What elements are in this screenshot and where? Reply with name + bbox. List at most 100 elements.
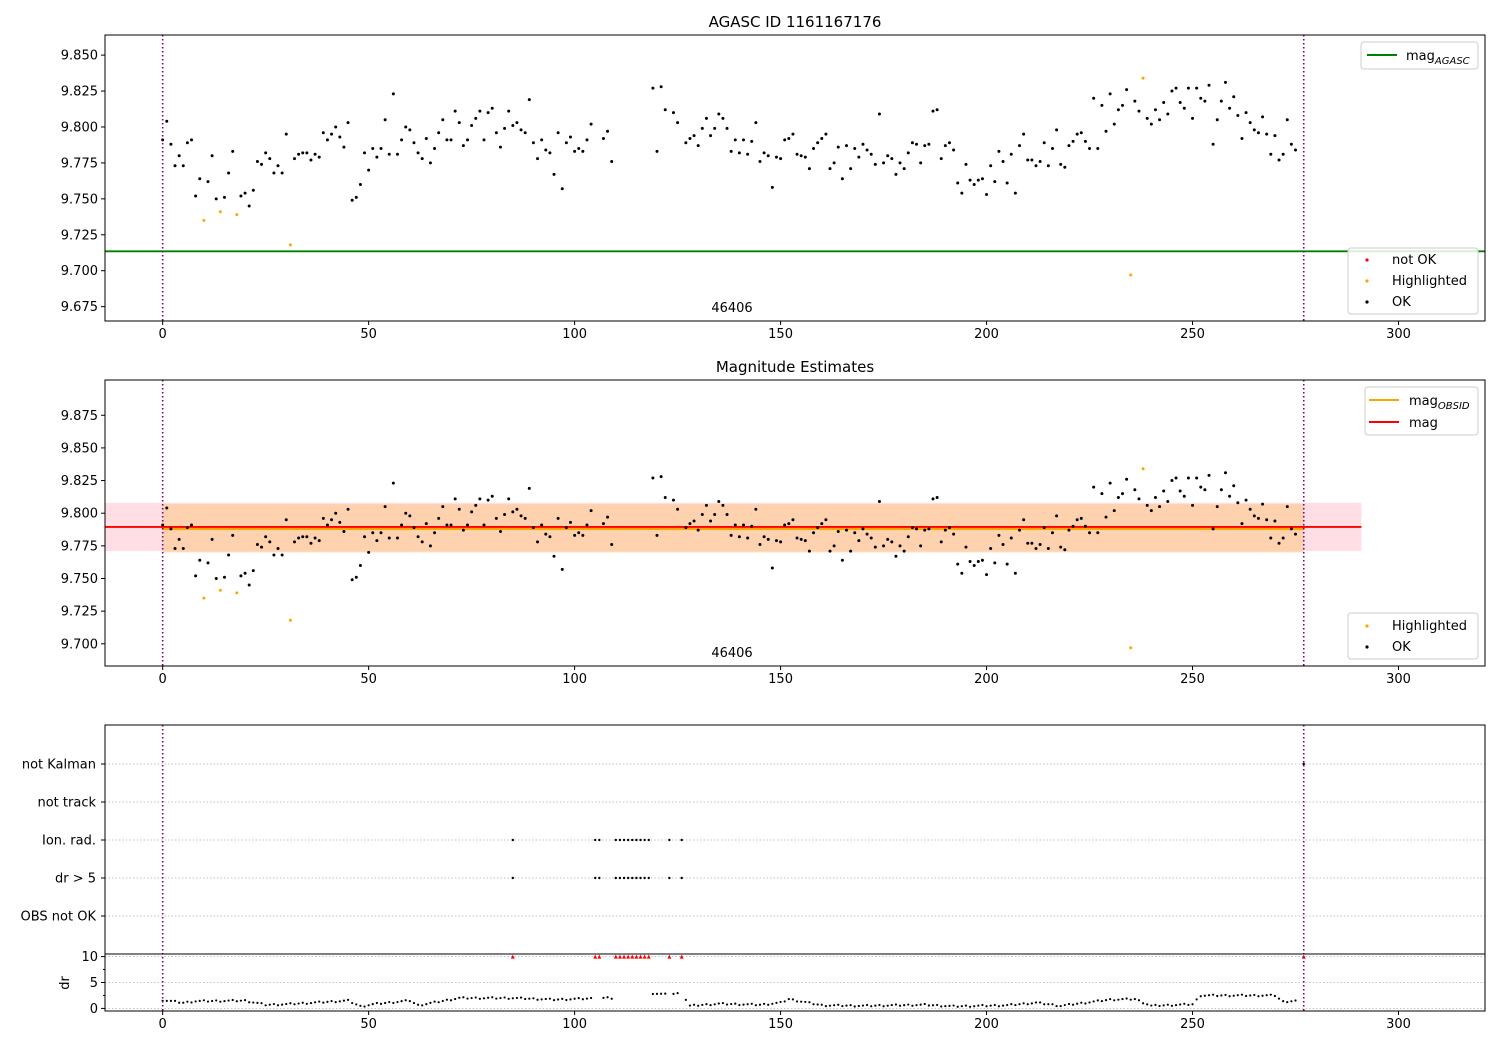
dr-clipped-marker [1301, 954, 1306, 959]
ok-point [1083, 524, 1087, 528]
dr-clipped-marker [679, 954, 684, 959]
flag-point [1302, 762, 1305, 766]
ok-point [721, 116, 725, 120]
ok-point [190, 523, 194, 527]
dr-point [169, 999, 173, 1002]
ok-point [165, 506, 169, 510]
dr-point [1092, 1000, 1095, 1003]
ok-point [758, 159, 762, 163]
ok-point [1153, 108, 1157, 112]
dr-point [301, 1001, 304, 1004]
legend-not-ok-label: not OK [1392, 253, 1437, 268]
ok-point [671, 111, 675, 115]
dr-point [746, 1003, 749, 1006]
y-tick-label: 10 [81, 950, 98, 965]
dr-point [664, 992, 667, 995]
dr-point [709, 1004, 712, 1007]
ok-point [367, 550, 371, 554]
dr-point [1187, 1003, 1190, 1007]
dr-point [363, 1005, 366, 1008]
ok-point [733, 523, 737, 527]
ok-point [704, 116, 708, 120]
dr-point [742, 1003, 745, 1006]
ok-point [243, 571, 247, 575]
ok-point [688, 522, 692, 526]
agasc-panel-frame [104, 34, 1486, 322]
dr-clipped-marker [642, 954, 647, 959]
dr-point [1220, 994, 1223, 997]
dr-point [454, 997, 457, 1001]
ok-point [1145, 116, 1149, 120]
dr-point [1170, 1004, 1174, 1007]
y-tick-label: 5 [90, 976, 98, 991]
dr-point [1199, 995, 1202, 998]
dr-point [569, 998, 572, 1001]
ok-point [309, 158, 313, 162]
dr-point [1113, 999, 1116, 1002]
dr-clipped-marker [626, 954, 631, 959]
dr-point [281, 1003, 284, 1006]
ok-point [1244, 498, 1248, 502]
ok-point [1199, 485, 1203, 489]
ok-point [861, 142, 865, 146]
dr-point [173, 999, 177, 1002]
ok-point [577, 531, 581, 535]
ok-point [1108, 92, 1112, 96]
ok-point [214, 197, 218, 201]
dr-point [536, 998, 539, 1001]
ok-point [264, 151, 268, 155]
dr-point [870, 1005, 873, 1008]
ok-point [1252, 514, 1256, 518]
dr-point [326, 1000, 329, 1003]
ok-point [1116, 108, 1120, 112]
magnitude-legend-top: magOBSID mag [1364, 386, 1479, 436]
ok-point [910, 526, 914, 530]
ok-point [1203, 99, 1207, 103]
dr-point [907, 1003, 910, 1006]
ok-point [292, 540, 296, 544]
dr-point [808, 1001, 811, 1004]
x-tick-label: 100 [562, 1017, 587, 1032]
ok-point [700, 513, 704, 517]
dr-point [458, 996, 461, 999]
ok-point [1104, 515, 1108, 519]
ok-point [408, 128, 412, 132]
ok-point [453, 109, 457, 113]
dr-point [421, 1004, 424, 1007]
dr-point [404, 999, 407, 1002]
ok-point [754, 507, 758, 511]
dr-point [190, 1001, 193, 1004]
dr-point [865, 1003, 869, 1007]
ok-point [433, 147, 437, 151]
dr-point [495, 997, 498, 1000]
dr-point [318, 1000, 321, 1003]
ok-point [873, 162, 877, 166]
dr-point [717, 1002, 720, 1005]
ok-point [1137, 109, 1141, 113]
ok-point [886, 154, 890, 158]
ok-point [976, 178, 980, 182]
ok-point [1050, 531, 1054, 535]
ok-point [556, 131, 560, 135]
ok-point [853, 147, 857, 151]
dr-point [272, 1002, 275, 1006]
ok-point [1170, 479, 1174, 483]
dr-point [824, 1005, 827, 1008]
ok-point [1030, 158, 1034, 162]
legend-ok-marker [1365, 300, 1369, 304]
ok-point [1133, 488, 1137, 492]
dr-point [1228, 995, 1231, 998]
dr-point [1137, 999, 1141, 1002]
dr-point [305, 1002, 308, 1005]
ok-point [161, 138, 165, 142]
dr-point [993, 1003, 996, 1007]
ok-point [1207, 473, 1211, 477]
ok-point [383, 118, 387, 122]
ok-point [1256, 131, 1260, 135]
ok-point [474, 503, 478, 507]
ok-point [568, 520, 572, 524]
x-tick-label: 50 [360, 672, 377, 687]
ok-point [1294, 148, 1298, 152]
ok-point [746, 152, 750, 156]
ok-point [774, 539, 778, 543]
